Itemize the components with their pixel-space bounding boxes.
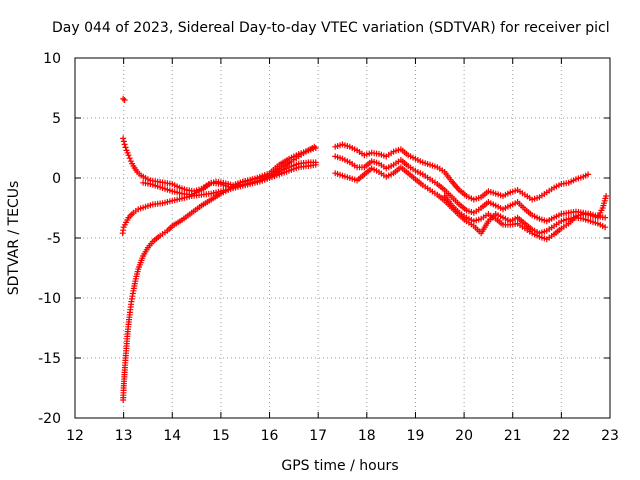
x-tick-label: 16 <box>261 428 279 444</box>
data-point <box>126 155 133 162</box>
data-point <box>602 214 609 221</box>
data-point <box>312 161 319 168</box>
series-track-e-afternoon-upper <box>332 141 592 203</box>
data-point <box>122 144 129 151</box>
series-track-h-afternoon-bottom <box>441 193 610 243</box>
series-track-d-flat-near-zero <box>140 145 319 198</box>
y-tick-label: -10 <box>38 291 61 307</box>
data-point <box>585 171 592 178</box>
data-point <box>312 145 319 151</box>
y-axis-label: SDTVAR / TECUs <box>6 181 22 296</box>
series-outlier <box>120 95 128 103</box>
data-point <box>120 135 127 142</box>
y-tick-label: 10 <box>43 51 61 67</box>
x-tick-label: 17 <box>309 428 327 444</box>
y-tick-label: -15 <box>38 351 61 367</box>
data-layer <box>119 95 610 403</box>
x-tick-label: 13 <box>115 428 133 444</box>
x-tick-label: 14 <box>163 428 181 444</box>
plot-frame <box>74 57 611 419</box>
x-tick-label: 18 <box>358 428 376 444</box>
series-track-f-afternoon-middle <box>332 153 609 225</box>
data-point <box>125 152 132 159</box>
x-tick-label: 15 <box>212 428 230 444</box>
data-point <box>602 224 609 231</box>
chart-title: Day 044 of 2023, Sidereal Day-to-day VTE… <box>52 20 610 36</box>
y-tick-label: -20 <box>38 411 61 427</box>
x-tick-label: 20 <box>455 428 473 444</box>
y-tick-label: 5 <box>52 111 61 127</box>
x-tick-label: 19 <box>407 428 425 444</box>
x-tick-label: 21 <box>504 428 522 444</box>
grid-layer <box>75 58 610 418</box>
y-tick-label: -5 <box>47 231 61 247</box>
data-point <box>603 193 610 199</box>
x-axis-label: GPS time / hours <box>281 458 398 474</box>
data-point <box>121 97 128 103</box>
y-tick-label: 0 <box>52 171 61 187</box>
x-tick-label: 23 <box>601 428 619 444</box>
tick-layer: 12 13 14 15 16 17 18 19 20 21 22 23 10 5 0 -5 -10 -15 -20 <box>38 51 619 444</box>
x-tick-label: 12 <box>66 428 84 444</box>
x-tick-label: 22 <box>552 428 570 444</box>
data-point <box>120 138 127 145</box>
data-point <box>121 141 128 148</box>
